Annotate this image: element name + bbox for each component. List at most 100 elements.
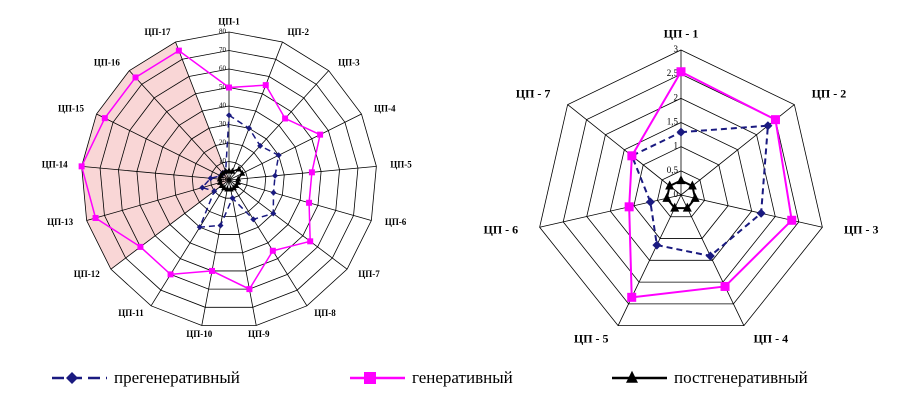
data-point: [270, 189, 277, 196]
tick-label: 30: [219, 120, 227, 128]
legend-label: постгенеративный: [674, 368, 808, 387]
axis-label: ЦП - 5: [574, 331, 609, 345]
data-point: [229, 195, 236, 202]
axis-label: ЦП-3: [338, 57, 360, 67]
spoke: [617, 194, 682, 326]
axis-label: ЦП-4: [374, 104, 396, 114]
axis-label: ЦП-11: [118, 308, 144, 318]
data-point: [262, 82, 269, 89]
data-point: [307, 238, 314, 245]
spoke: [539, 194, 682, 228]
data-point: [199, 184, 206, 191]
axis-label: ЦП - 3: [844, 222, 879, 236]
axis-label: ЦП - 2: [812, 87, 847, 101]
legend-marker: [364, 372, 376, 384]
spoke: [228, 179, 348, 270]
tick-label: 10: [219, 157, 227, 165]
spoke: [228, 70, 330, 181]
spoke: [228, 179, 372, 221]
legend-label: генеративный: [412, 368, 513, 387]
spoke: [175, 41, 230, 181]
spoke: [201, 179, 230, 326]
tick-label: 3: [674, 44, 679, 54]
data-point: [217, 222, 224, 229]
data-point: [645, 197, 655, 207]
axis-label: ЦП - 6: [484, 222, 519, 236]
grid-ring: [99, 50, 359, 308]
grid-ring: [173, 124, 285, 235]
axis-label: ЦП-8: [314, 308, 336, 318]
axis-label: ЦП-7: [358, 269, 380, 279]
shaded-sector: [81, 41, 229, 270]
axis-label: ЦП-10: [186, 329, 212, 339]
data-point: [167, 271, 174, 278]
data-point: [250, 216, 257, 223]
tick-label: 1,5: [667, 117, 679, 127]
axis-label: ЦП-5: [390, 160, 412, 170]
data-point: [218, 181, 225, 188]
data-point: [624, 202, 634, 212]
grid-ring: [657, 170, 705, 218]
grid-ring: [562, 73, 800, 305]
tick-label: 70: [219, 46, 227, 54]
series-line: [630, 124, 770, 258]
spoke: [128, 70, 230, 181]
axis-label: ЦП-14: [42, 160, 68, 170]
axis-label: ЦП-1: [218, 16, 240, 26]
data-point: [306, 199, 313, 206]
data-point: [275, 152, 282, 159]
data-point: [92, 214, 99, 221]
tick-label: 0,5: [667, 165, 679, 175]
tick-label: 0: [674, 189, 679, 199]
spoke: [567, 104, 682, 196]
grid-ring: [586, 97, 776, 283]
data-point: [665, 180, 675, 190]
data-point: [226, 112, 232, 119]
data-point: [78, 163, 85, 170]
data-point: [676, 175, 686, 185]
data-point: [229, 167, 236, 174]
axis-label: ЦП-12: [74, 269, 100, 279]
data-point: [676, 67, 686, 77]
data-point: [690, 192, 700, 202]
data-point: [246, 286, 253, 293]
axis-label: ЦП - 1: [664, 26, 699, 40]
grid-ring: [210, 161, 248, 199]
data-point: [627, 292, 637, 302]
data-point: [687, 180, 697, 190]
data-point: [787, 215, 797, 225]
spoke: [150, 179, 230, 307]
data-point: [272, 172, 279, 179]
series-line: [628, 70, 793, 299]
data-point: [270, 210, 277, 217]
data-point: [235, 165, 242, 172]
data-point: [770, 115, 780, 125]
data-point: [207, 175, 214, 182]
data-point: [627, 151, 637, 161]
grid-ring: [539, 49, 823, 327]
data-point: [196, 224, 203, 231]
axis-label: ЦП-17: [144, 27, 170, 37]
axis-label: ЦП - 4: [753, 331, 788, 345]
data-point: [246, 125, 253, 132]
tick-label: 80: [219, 28, 227, 36]
data-point: [132, 74, 139, 81]
data-point: [652, 240, 662, 250]
data-point: [763, 121, 773, 131]
tick-label: 2,5: [667, 68, 679, 78]
data-point: [317, 131, 324, 138]
axis-label: ЦП-16: [94, 57, 120, 67]
spoke: [680, 194, 745, 326]
grid-ring: [633, 146, 729, 239]
legend-label: прегенеративный: [114, 368, 240, 387]
data-point: [101, 115, 108, 122]
data-point: [676, 127, 686, 137]
tick-label: 50: [219, 83, 227, 91]
data-point: [239, 169, 246, 176]
data-point: [269, 247, 276, 254]
grid-ring: [191, 142, 267, 217]
data-point: [670, 202, 680, 212]
spoke: [228, 179, 308, 307]
data-point: [720, 281, 730, 291]
